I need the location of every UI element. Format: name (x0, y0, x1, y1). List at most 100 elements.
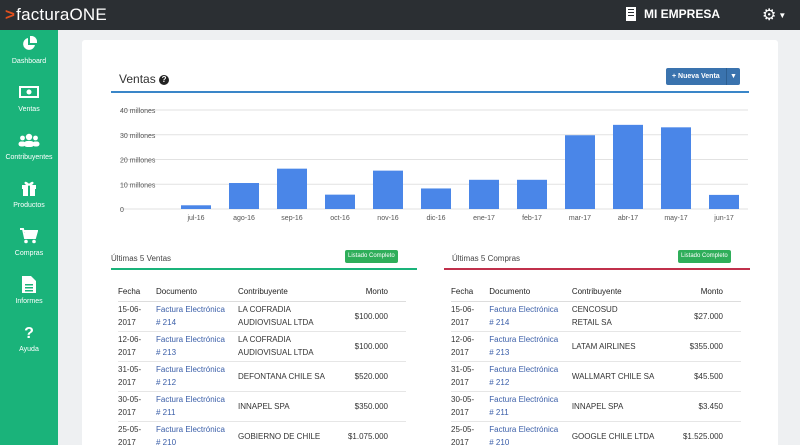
listado-completo-ventas-button[interactable]: Listado Completo (345, 250, 398, 263)
document-link[interactable]: Factura Electrónica # 212 (489, 361, 572, 392)
logo-text: facturaONE (16, 5, 107, 24)
contribuyente-cell: LATAM AIRLINES (571, 331, 669, 362)
table-row[interactable]: 31-05- 2017 Factura Electrónica # 212 DEFO… (118, 361, 406, 392)
sidebar-item-label: Ayuda (19, 346, 39, 353)
sidebar-item-informes[interactable]: Informes (0, 272, 58, 318)
document-link[interactable]: Factura Electrónica # 214 (489, 301, 572, 332)
table-row[interactable]: 31-05- 2017 Factura Electrónica # 212 WALL… (451, 361, 741, 392)
sidebar: Dashboard Ventas Contribuyentes Producto… (0, 30, 58, 445)
help-icon[interactable]: ? (159, 75, 170, 85)
bar (661, 127, 691, 209)
bar (373, 170, 403, 209)
column-header[interactable]: Documento (156, 283, 238, 302)
caret-down-icon: ▼ (778, 10, 787, 20)
monto-cell: $1.525.000 (668, 421, 741, 445)
contribuyente-cell: CENCOSUD RETAIL SA (571, 301, 669, 332)
sidebar-item-ayuda[interactable]: ? Ayuda (0, 320, 58, 366)
document-link[interactable]: Factura Electrónica # 211 (489, 391, 572, 422)
document-link[interactable]: Factura Electrónica # 213 (489, 331, 572, 362)
sidebar-item-productos[interactable]: Productos (0, 176, 58, 222)
document-link[interactable]: Factura Electrónica # 213 (156, 331, 238, 362)
date-cell: 12-06- 2017 (451, 331, 490, 362)
table-row[interactable]: 15-06- 2017 Factura Electrónica # 214 CENC… (451, 301, 741, 332)
nueva-venta-button[interactable]: + Nueva Venta ▼ (666, 68, 740, 85)
column-header[interactable]: Monto (668, 283, 741, 302)
table-row[interactable]: 12-06- 2017 Factura Electrónica # 213 LATA… (451, 331, 741, 362)
gift-icon (0, 180, 58, 200)
bar (517, 179, 547, 209)
contribuyente-cell: GOBIERNO DE CHILE (238, 421, 334, 445)
x-tick-label: abr-17 (618, 215, 638, 222)
table-row[interactable]: 12-06- 2017 Factura Electrónica # 213 LA C… (118, 331, 406, 362)
document-link[interactable]: Factura Electrónica # 212 (156, 361, 238, 392)
document-link[interactable]: Factura Electrónica # 210 (489, 421, 572, 445)
date-cell: 15-06- 2017 (118, 301, 156, 332)
bar (469, 179, 499, 209)
y-tick-label: 30 millones (120, 133, 156, 140)
gear-icon: ⚙ (762, 7, 777, 24)
column-header[interactable]: Documento (489, 283, 572, 302)
sidebar-item-compras[interactable]: Compras (0, 224, 58, 270)
dropdown-caret-icon[interactable]: ▼ (726, 68, 740, 85)
document-link[interactable]: Factura Electrónica # 211 (156, 391, 238, 422)
table-row[interactable]: 25-05- 2017 Factura Electrónica # 210 GOBI… (118, 421, 406, 445)
y-tick-label: 0 (120, 207, 124, 214)
monto-cell: $1.075.000 (334, 421, 406, 445)
date-cell: 15-06- 2017 (451, 301, 490, 332)
monto-cell: $355.000 (668, 331, 741, 362)
column-header[interactable]: Fecha (118, 283, 156, 302)
listado-completo-compras-button[interactable]: Listado Completo (678, 250, 731, 263)
ventas-title-text: Ventas (119, 72, 156, 86)
monto-cell: $27.000 (668, 301, 741, 332)
date-cell: 31-05- 2017 (451, 361, 490, 392)
company-selector[interactable]: MI EMPRESA (626, 7, 720, 21)
table-row[interactable]: 30-05- 2017 Factura Electrónica # 211 INNA… (118, 391, 406, 422)
x-tick-label: feb-17 (522, 215, 542, 222)
bar (181, 205, 211, 209)
company-name: MI EMPRESA (644, 7, 721, 21)
bar (229, 183, 259, 209)
sidebar-item-contribuyentes[interactable]: Contribuyentes (0, 128, 58, 174)
settings-menu[interactable]: ⚙ ▼ (762, 5, 786, 25)
ventas-table: Fecha Documento Contribuyente Monto 15-06- 2… (118, 283, 406, 445)
y-tick-label: 10 millones (120, 182, 156, 189)
money-icon (0, 84, 58, 104)
bar (565, 135, 595, 209)
ventas-table-title: Últimas 5 Ventas (111, 254, 172, 263)
monto-cell: $520.000 (334, 361, 406, 392)
sidebar-item-label: Productos (13, 202, 45, 209)
table-row[interactable]: 25-05- 2017 Factura Electrónica # 210 GOOG… (451, 421, 741, 445)
document-icon (0, 276, 58, 296)
bar (277, 168, 307, 209)
column-header[interactable]: Contribuyente (238, 283, 334, 302)
sidebar-item-ventas[interactable]: Ventas (0, 80, 58, 126)
x-tick-label: oct-16 (330, 215, 350, 222)
document-link[interactable]: Factura Electrónica # 214 (156, 301, 238, 332)
bar (421, 188, 451, 209)
monto-cell: $100.000 (334, 301, 406, 332)
x-tick-label: may-17 (664, 215, 687, 222)
table-header-row: Fecha Documento Contribuyente Monto (118, 283, 406, 302)
app-logo[interactable]: >facturaONE (5, 5, 107, 25)
pie-chart-icon (0, 35, 58, 56)
column-header[interactable]: Contribuyente (571, 283, 669, 302)
x-tick-label: jun-17 (713, 215, 734, 222)
bar (613, 124, 643, 209)
column-header[interactable]: Monto (334, 283, 406, 302)
ventas-bar-chart: 0 10 millones 20 millones 30 millones 40 mil… (120, 108, 748, 222)
document-link[interactable]: Factura Electrónica # 210 (156, 421, 238, 445)
date-cell: 31-05- 2017 (118, 361, 156, 392)
sidebar-item-label: Informes (15, 298, 43, 305)
table-row[interactable]: 15-06- 2017 Factura Electrónica # 214 LA C… (118, 301, 406, 332)
section-divider (111, 91, 749, 93)
contribuyente-cell: INNAPEL SPA (571, 391, 669, 422)
table-row[interactable]: 30-05- 2017 Factura Electrónica # 211 INNA… (451, 391, 741, 422)
sidebar-item-dashboard[interactable]: Dashboard (0, 32, 58, 78)
ventas-divider (111, 268, 417, 270)
monto-cell: $3.450 (668, 391, 741, 422)
contribuyente-cell: LA COFRADIA AUDIOVISUAL LTDA (238, 301, 334, 332)
logo-caret: > (5, 5, 16, 24)
column-header[interactable]: Fecha (451, 283, 490, 302)
monto-cell: $350.000 (334, 391, 406, 422)
bar (709, 194, 739, 209)
